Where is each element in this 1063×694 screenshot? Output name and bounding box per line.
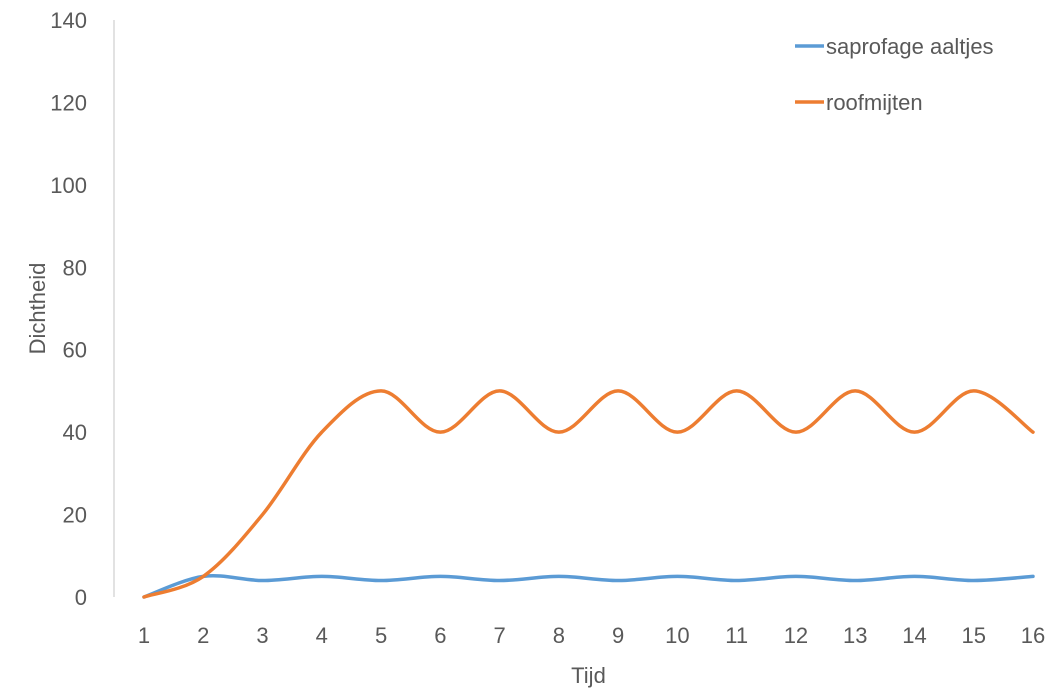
legend-label-saprofage-aaltjes: saprofage aaltjes [826,34,994,59]
y-tick-label: 40 [63,420,87,445]
y-tick-label: 60 [63,338,87,363]
y-tick-labels: 0 20 40 60 80 100 120 140 [50,8,87,610]
x-tick-label: 6 [434,623,446,648]
x-tick-label: 14 [902,623,926,648]
y-axis-title: Dichtheid [25,263,50,355]
y-tick-label: 20 [63,503,87,528]
x-tick-label: 15 [961,623,985,648]
legend: saprofage aaltjes roofmijten [795,34,994,115]
x-tick-label: 13 [843,623,867,648]
x-tick-label: 16 [1021,623,1045,648]
x-tick-label: 7 [493,623,505,648]
x-tick-label: 4 [316,623,328,648]
x-tick-label: 9 [612,623,624,648]
x-tick-label: 5 [375,623,387,648]
x-tick-label: 3 [256,623,268,648]
x-tick-label: 1 [138,623,150,648]
y-tick-label: 140 [50,8,87,33]
x-tick-label: 10 [665,623,689,648]
x-tick-label: 12 [784,623,808,648]
y-tick-label: 80 [63,255,87,280]
legend-label-roofmijten: roofmijten [826,90,923,115]
y-tick-label: 0 [75,585,87,610]
x-axis-title: Tijd [571,663,606,688]
series-line-saprofage-aaltjes [142,574,1035,599]
x-tick-label: 2 [197,623,209,648]
x-tick-label: 11 [725,623,748,648]
y-tick-label: 100 [50,173,87,198]
x-tick-label: 8 [553,623,565,648]
series-line-roofmijten [142,389,1035,599]
y-tick-label: 120 [50,90,87,115]
x-tick-labels: 1 2 3 4 5 6 7 8 9 10 11 12 13 14 15 16 [138,623,1045,648]
series-layer [142,389,1035,599]
